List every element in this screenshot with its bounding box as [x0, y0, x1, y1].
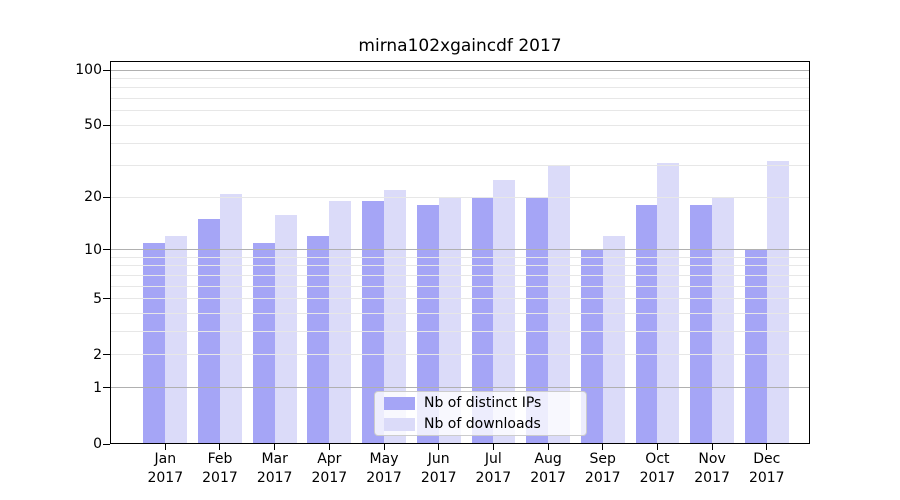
y-tick-mark-2	[103, 354, 110, 356]
gridline-major-y-100	[111, 69, 809, 71]
gridline-minor-y-4	[111, 313, 809, 315]
bar-downloads-apr	[329, 201, 352, 444]
bar-downloads-feb	[220, 193, 242, 444]
gridline-minor-y-60	[111, 110, 809, 112]
x-tick-label-jun: Jun 2017	[420, 451, 457, 486]
bar-ips-jan	[143, 242, 166, 444]
bar-ips-apr	[307, 236, 330, 444]
x-tick-label-jul: Jul 2017	[475, 451, 512, 486]
legend-item-ips: Nb of distinct IPs	[384, 394, 577, 413]
legend: Nb of distinct IPs Nb of downloads	[374, 391, 587, 436]
y-tick-label-1: 1	[93, 379, 102, 396]
gridline-minor-y-2	[111, 354, 809, 356]
bar-downloads-jun	[438, 197, 461, 444]
bar-downloads-aug	[548, 165, 570, 444]
bar-ips-oct	[635, 205, 658, 444]
y-tick-label-100: 100	[75, 62, 102, 79]
y-tick-label-10: 10	[84, 241, 102, 258]
gridline-minor-y-30	[111, 165, 809, 167]
bar-downloads-dec	[766, 160, 789, 444]
gridline-minor-y-80	[111, 87, 809, 89]
x-tick-label-may: May 2017	[366, 451, 402, 486]
gridline-minor-y-6	[111, 285, 809, 287]
gridline-minor-y-5	[111, 298, 809, 300]
x-tick-mark-mar	[274, 444, 276, 450]
y-tick-label-5: 5	[93, 290, 102, 307]
x-tick-label-aug: Aug 2017	[530, 451, 566, 486]
bar-ips-jun	[416, 205, 439, 444]
y-tick-mark-50	[103, 124, 110, 126]
bar-ips-jul	[471, 197, 494, 444]
y-tick-label-20: 20	[84, 189, 102, 206]
bar-ips-aug	[526, 197, 549, 444]
bar-ips-nov	[690, 205, 713, 444]
gridline-minor-y-50	[111, 124, 809, 126]
bar-downloads-mar	[274, 214, 297, 444]
x-tick-label-sep: Sep 2017	[584, 451, 621, 486]
bar-downloads-nov	[712, 197, 734, 444]
bar-ips-mar	[252, 242, 275, 444]
x-tick-label-mar: Mar 2017	[256, 451, 293, 486]
y-tick-mark-10	[103, 249, 110, 251]
bar-ips-dec	[744, 249, 767, 444]
bar-downloads-jan	[165, 236, 188, 444]
gridline-minor-y-20	[111, 196, 809, 198]
gridline-minor-y-7	[111, 275, 809, 277]
x-tick-mark-sep	[602, 444, 604, 450]
x-tick-mark-apr	[328, 444, 330, 450]
bar-downloads-oct	[657, 163, 680, 444]
x-tick-label-dec: Dec 2017	[748, 451, 785, 486]
gridline-minor-y-70	[111, 98, 809, 100]
gridline-minor-y-90	[111, 78, 809, 80]
y-tick-label-2: 2	[93, 346, 102, 363]
x-tick-label-oct: Oct 2017	[639, 451, 676, 486]
y-tick-mark-1	[103, 387, 110, 389]
x-tick-mark-nov	[711, 444, 713, 450]
x-tick-mark-aug	[547, 444, 549, 450]
y-tick-mark-5	[103, 298, 110, 300]
x-tick-mark-feb	[219, 444, 221, 450]
x-tick-mark-jul	[492, 444, 494, 450]
gridline-minor-y-8	[111, 265, 809, 267]
legend-swatch-ips	[384, 396, 415, 410]
x-tick-mark-oct	[656, 444, 658, 450]
x-tick-label-feb: Feb 2017	[202, 451, 238, 486]
y-tick-mark-0	[103, 443, 110, 445]
x-tick-mark-may	[383, 444, 385, 450]
legend-label-ips: Nb of distinct IPs	[424, 394, 542, 411]
legend-swatch-downloads	[384, 417, 415, 431]
x-tick-label-nov: Nov 2017	[694, 451, 730, 486]
y-tick-mark-100	[103, 69, 110, 71]
bar-ips-may	[362, 201, 384, 444]
legend-label-downloads: Nb of downloads	[424, 415, 541, 432]
y-tick-mark-20	[103, 196, 110, 198]
gridline-major-y-1	[111, 387, 809, 389]
bar-downloads-jul	[493, 180, 516, 444]
gridline-minor-y-3	[111, 331, 809, 333]
bar-downloads-sep	[602, 236, 625, 444]
chart-title: mirna102xgaincdf 2017	[358, 36, 562, 56]
gridline-minor-y-9	[111, 256, 809, 258]
bar-downloads-may	[384, 190, 406, 444]
y-tick-label-50: 50	[84, 117, 102, 134]
x-tick-label-jan: Jan 2017	[147, 451, 184, 486]
x-tick-label-apr: Apr 2017	[311, 451, 348, 486]
x-tick-mark-dec	[766, 444, 768, 450]
gridline-major-y-10	[111, 249, 809, 251]
legend-item-downloads: Nb of downloads	[384, 415, 577, 434]
gridline-minor-y-40	[111, 142, 809, 144]
y-tick-label-0: 0	[93, 436, 102, 452]
x-tick-mark-jan	[164, 444, 166, 450]
x-tick-mark-jun	[438, 444, 440, 450]
